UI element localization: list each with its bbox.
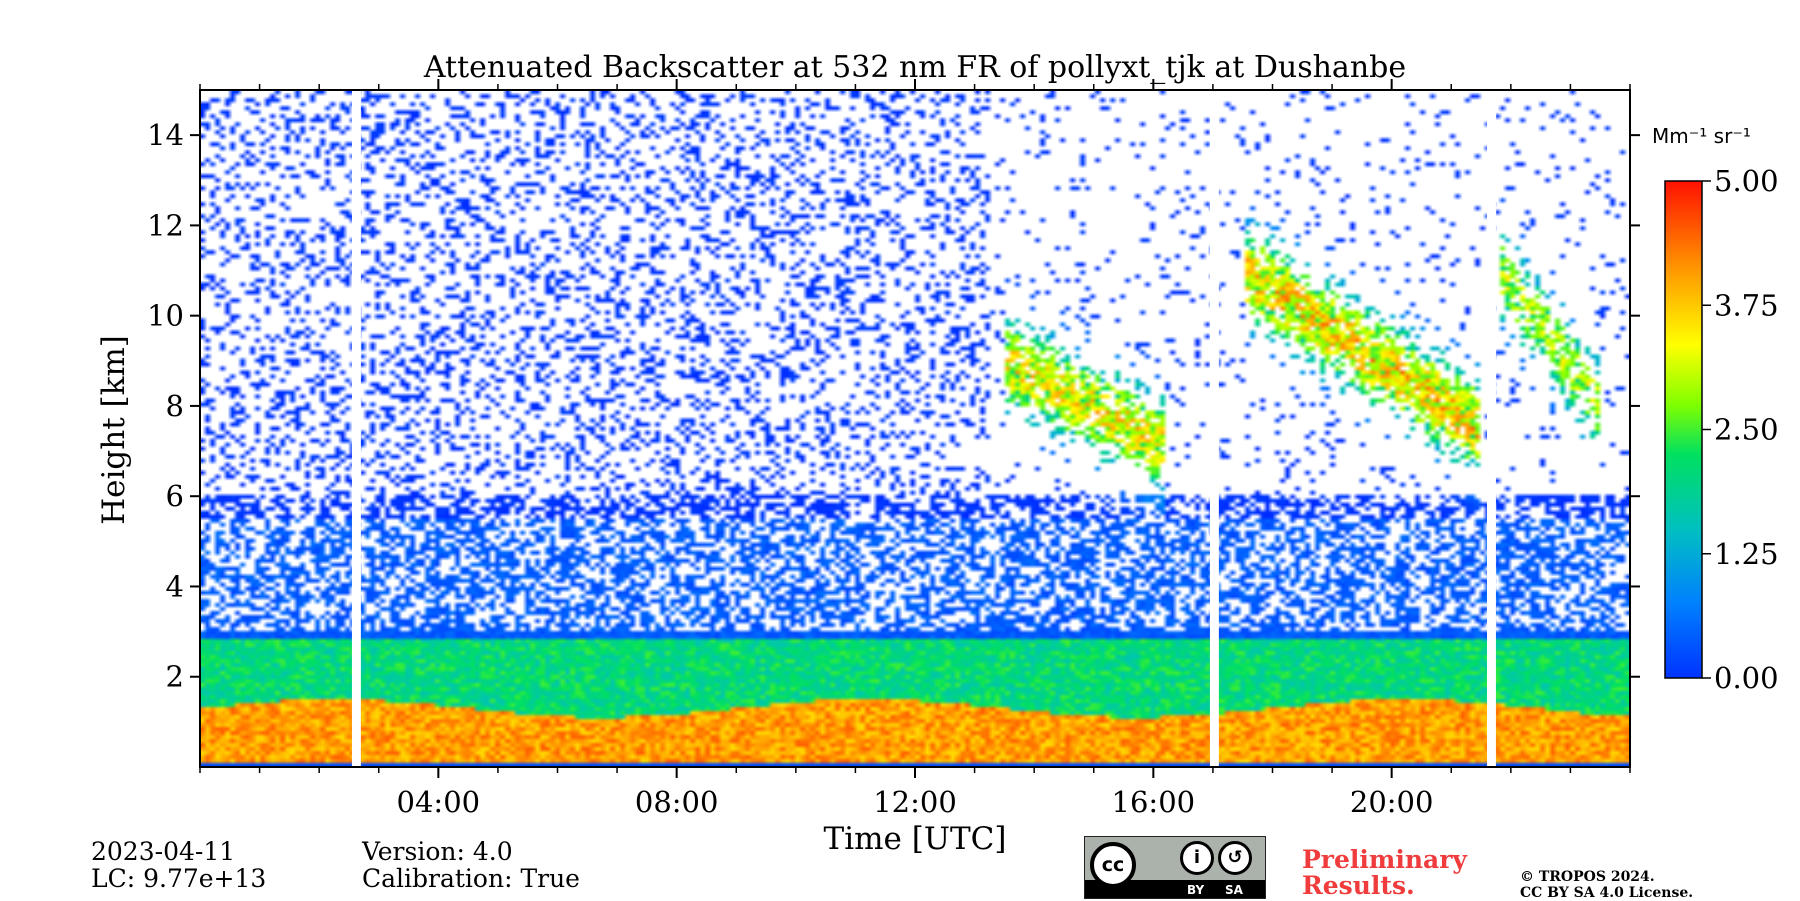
y-axis-ticks: 2 4 6 8 10 12 14 <box>147 118 1640 694</box>
cc-logo-icon: cc <box>1090 842 1136 888</box>
sa-share-alike-icon: ↺ <box>1218 841 1252 875</box>
plot-area <box>199 89 1631 768</box>
preliminary-line-1: Preliminary <box>1302 845 1467 874</box>
colorbar-tick-label: 3.75 <box>1714 288 1779 322</box>
y-tick-label: 8 <box>166 389 184 423</box>
y-tick-label: 10 <box>147 299 184 333</box>
preliminary-results-label: Preliminary Results. <box>1302 847 1467 899</box>
by-person-icon: i <box>1180 841 1214 875</box>
colorbar-ticks: 0.00 1.25 2.50 3.75 5.00 <box>1702 164 1779 695</box>
x-axis-label: Time [UTC] <box>824 821 1007 857</box>
heatmap-raster <box>200 90 1630 767</box>
colorbar: Mm⁻¹ sr⁻¹ 0.00 1.25 2.50 3.75 5.00 <box>1652 124 1779 695</box>
colorbar-gradient <box>1664 180 1703 679</box>
colorbar-tick-label: 1.25 <box>1714 537 1779 571</box>
x-tick-label: 12:00 <box>873 785 957 819</box>
data-gap <box>1487 90 1496 767</box>
footer-version: Version: 4.0 <box>362 837 513 866</box>
data-gaps <box>351 90 1496 767</box>
y-tick-label: 4 <box>166 569 184 603</box>
preliminary-line-2: Results. <box>1302 871 1415 900</box>
copyright-line-1: © TROPOS 2024. <box>1520 869 1655 885</box>
footer-lc: LC: 9.77e+13 <box>91 864 267 893</box>
y-axis-label: Height [km] <box>96 335 132 525</box>
cc-license-badge: cc i ↺ BY SA <box>1084 836 1266 899</box>
colorbar-unit: Mm⁻¹ sr⁻¹ <box>1652 124 1751 148</box>
data-gap <box>1209 90 1219 767</box>
x-tick-label: 04:00 <box>397 785 481 819</box>
license-sa-label: SA <box>1225 883 1243 897</box>
x-tick-label: 08:00 <box>635 785 719 819</box>
colorbar-tick-label: 5.00 <box>1714 164 1779 198</box>
colorbar-tick-label: 0.00 <box>1714 661 1779 695</box>
x-tick-label: 20:00 <box>1350 785 1434 819</box>
colorbar-tick-label: 2.50 <box>1714 413 1779 447</box>
data-gap <box>351 90 361 767</box>
y-tick-label: 14 <box>147 118 184 152</box>
y-tick-label: 2 <box>166 660 184 694</box>
license-badge-strip <box>1085 880 1265 898</box>
footer-calibration: Calibration: True <box>362 864 580 893</box>
y-tick-label: 6 <box>166 479 184 513</box>
footer-date: 2023-04-11 <box>91 837 236 866</box>
license-by-label: BY <box>1187 883 1205 897</box>
copyright-notice: © TROPOS 2024. CC BY SA 4.0 License. <box>1520 869 1693 901</box>
x-tick-label: 16:00 <box>1112 785 1196 819</box>
copyright-line-2: CC BY SA 4.0 License. <box>1520 885 1694 901</box>
y-tick-label: 12 <box>147 208 184 242</box>
x-axis-ticks: 04:00 08:00 12:00 16:00 20:00 <box>397 79 1434 819</box>
backscatter-heatmap <box>200 90 1630 767</box>
